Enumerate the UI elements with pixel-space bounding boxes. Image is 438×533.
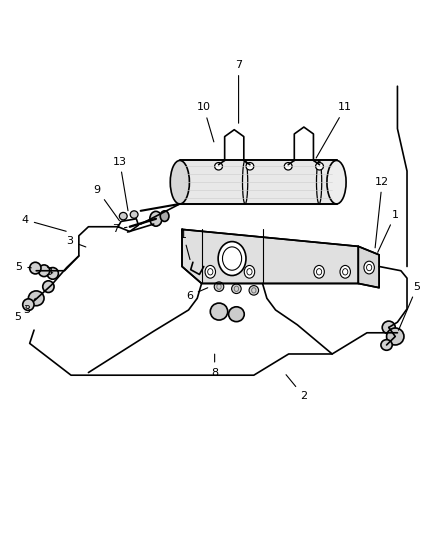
Text: 1: 1 — [378, 209, 399, 252]
Text: 13: 13 — [113, 157, 128, 211]
Ellipse shape — [170, 160, 189, 204]
Ellipse shape — [23, 299, 34, 311]
Text: 10: 10 — [197, 102, 214, 142]
Ellipse shape — [160, 211, 169, 221]
Ellipse shape — [210, 303, 228, 320]
Ellipse shape — [130, 211, 138, 218]
Text: 8: 8 — [211, 354, 218, 377]
Text: 9: 9 — [94, 184, 120, 221]
Text: 5: 5 — [15, 262, 31, 271]
Text: 4: 4 — [22, 215, 66, 231]
Text: 7: 7 — [235, 60, 242, 123]
Ellipse shape — [340, 265, 350, 278]
Text: 5: 5 — [14, 307, 27, 322]
Ellipse shape — [119, 213, 127, 220]
Ellipse shape — [47, 268, 58, 279]
Ellipse shape — [218, 241, 246, 276]
Ellipse shape — [43, 281, 54, 293]
Ellipse shape — [39, 265, 49, 277]
Ellipse shape — [249, 286, 258, 295]
Text: 1: 1 — [180, 230, 190, 260]
Text: 3: 3 — [45, 267, 53, 277]
Ellipse shape — [215, 163, 223, 170]
Ellipse shape — [244, 265, 254, 278]
Text: 5: 5 — [399, 281, 420, 330]
Ellipse shape — [364, 261, 374, 274]
Ellipse shape — [314, 265, 324, 278]
Ellipse shape — [205, 265, 215, 278]
Text: 3: 3 — [67, 236, 86, 247]
Ellipse shape — [28, 291, 44, 306]
Text: 11: 11 — [316, 102, 352, 158]
Text: 3: 3 — [23, 298, 35, 315]
Ellipse shape — [229, 307, 244, 321]
Ellipse shape — [387, 328, 404, 345]
Ellipse shape — [327, 160, 346, 204]
Ellipse shape — [232, 284, 241, 294]
Ellipse shape — [214, 282, 224, 292]
Polygon shape — [182, 229, 358, 284]
Text: 7: 7 — [112, 224, 127, 235]
Ellipse shape — [30, 262, 41, 274]
Ellipse shape — [246, 163, 254, 170]
Text: 6: 6 — [186, 288, 208, 301]
Ellipse shape — [284, 163, 292, 170]
Ellipse shape — [316, 163, 323, 170]
Ellipse shape — [382, 321, 395, 334]
Ellipse shape — [381, 340, 392, 350]
Polygon shape — [180, 160, 336, 204]
Text: 2: 2 — [286, 375, 307, 401]
Ellipse shape — [150, 212, 162, 226]
Polygon shape — [358, 246, 379, 288]
Text: 12: 12 — [375, 176, 389, 248]
